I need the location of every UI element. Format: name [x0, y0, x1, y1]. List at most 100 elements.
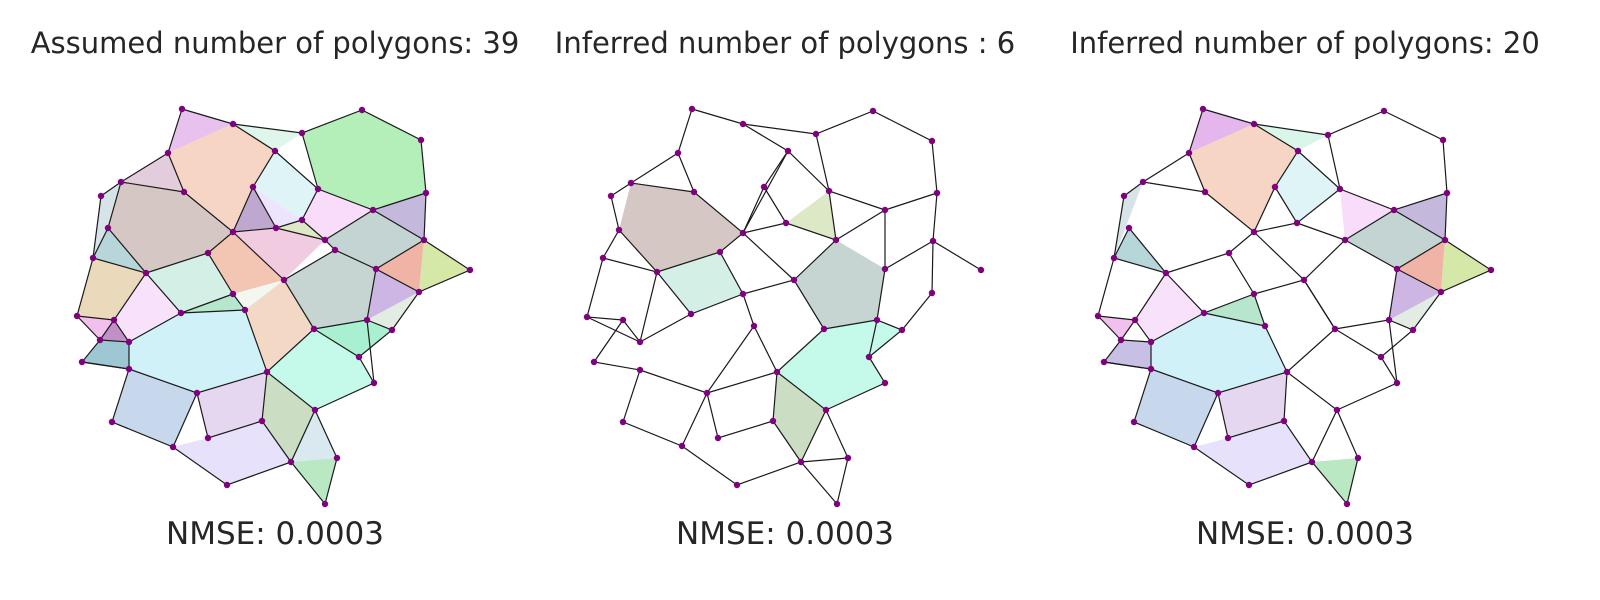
- edges: [586, 108, 982, 506]
- vertex-node: [125, 338, 133, 346]
- vertex-node: [73, 312, 81, 320]
- nodes: [1094, 105, 1495, 508]
- polygon: [1114, 182, 1143, 258]
- vertex-node: [1293, 219, 1301, 227]
- vertex-node: [258, 417, 266, 425]
- vertex-node: [180, 188, 188, 196]
- vertex-node: [110, 316, 118, 324]
- panel-title: Inferred number of polygons : 6: [554, 26, 1016, 60]
- polygon: [1135, 273, 1204, 342]
- vertex-node: [615, 226, 623, 234]
- vertex-node: [1200, 309, 1208, 317]
- vertex-node: [358, 106, 366, 114]
- vertex-node: [422, 189, 430, 197]
- nodes: [73, 105, 474, 508]
- vertex-node: [688, 105, 696, 113]
- vertex-node: [769, 417, 777, 425]
- vertex-node: [820, 325, 828, 333]
- polygon: [1275, 151, 1340, 223]
- vertex-node: [873, 316, 881, 324]
- polygon: [1104, 340, 1151, 369]
- vertex-node: [928, 289, 936, 297]
- vertex-node: [1125, 224, 1133, 232]
- polygon: [267, 329, 374, 410]
- polygon: [1312, 458, 1358, 504]
- vertex-node: [1250, 120, 1258, 128]
- vertex-node: [229, 228, 237, 236]
- vertex-node: [653, 268, 661, 276]
- polygon: [233, 228, 325, 280]
- vertex-node: [1250, 228, 1258, 236]
- polygon: [619, 183, 743, 272]
- vertex-node: [599, 254, 607, 262]
- polygon: [302, 110, 426, 210]
- vertex-node: [1308, 458, 1316, 466]
- vertex-node: [703, 389, 711, 397]
- filled-polygons: [619, 183, 902, 462]
- vertex-node: [1324, 131, 1332, 139]
- vertex-node: [812, 130, 820, 138]
- vertex-node: [583, 313, 591, 321]
- vertex-node: [321, 236, 329, 244]
- vertex-node: [1271, 183, 1279, 191]
- polygon: [100, 320, 129, 342]
- vertex-node: [142, 269, 150, 277]
- vertex-node: [415, 288, 423, 296]
- vertex-node: [417, 136, 425, 144]
- vertex-node: [104, 224, 112, 232]
- vertex-node: [797, 458, 805, 466]
- vertex-node: [928, 137, 936, 145]
- edge-path: [76, 108, 472, 506]
- vertex-node: [1354, 454, 1362, 462]
- vertex-node: [363, 316, 371, 324]
- vertex-node: [739, 120, 747, 128]
- edge-path: [274, 150, 427, 384]
- vertex-node: [287, 458, 295, 466]
- vertex-node: [881, 379, 889, 387]
- vertex-node: [716, 248, 724, 256]
- vertex-node: [784, 147, 792, 155]
- vertex-node: [1250, 290, 1258, 298]
- panel-inferred-20: Inferred number of polygons: 20: [1045, 0, 1565, 600]
- vertex-node: [822, 406, 830, 414]
- vertex-node: [280, 276, 288, 284]
- edges: [76, 108, 472, 506]
- vertex-node: [108, 418, 116, 426]
- vertex-node: [1385, 316, 1393, 324]
- polygon-graph: [73, 105, 474, 508]
- vertex-node: [1336, 185, 1344, 193]
- vertex-node: [178, 105, 186, 113]
- polygon: [314, 320, 392, 357]
- vertex-node: [1117, 336, 1125, 344]
- vertex-node: [1380, 107, 1388, 115]
- vertex-node: [714, 434, 722, 442]
- polygon: [121, 153, 184, 192]
- vertex-node: [619, 418, 627, 426]
- vertex-node: [619, 316, 627, 324]
- vertex-node: [627, 179, 635, 187]
- vertex-node: [204, 434, 212, 442]
- vertex-node: [674, 149, 682, 157]
- vertex-node: [929, 237, 937, 245]
- vertex-node: [1147, 338, 1155, 346]
- vertex-node: [1190, 443, 1198, 451]
- vertex-node: [1393, 265, 1401, 273]
- polygon: [1134, 369, 1218, 447]
- polygon: [373, 193, 426, 240]
- vertex-node: [739, 290, 747, 298]
- vertex-node: [1245, 481, 1253, 489]
- vertex-node: [1390, 206, 1398, 214]
- vertex-node: [229, 290, 237, 298]
- vertex-node: [369, 206, 377, 214]
- vertex-node: [370, 379, 378, 387]
- vertex-node: [782, 219, 790, 227]
- nodes: [583, 105, 985, 508]
- vertex-node: [355, 353, 363, 361]
- vertex-node: [1201, 188, 1209, 196]
- vertex-node: [1185, 149, 1193, 157]
- vertex-node: [388, 326, 396, 334]
- polygon: [1397, 240, 1445, 292]
- polygon: [112, 369, 197, 447]
- vertex-node: [933, 189, 941, 197]
- polygon: [1389, 269, 1441, 320]
